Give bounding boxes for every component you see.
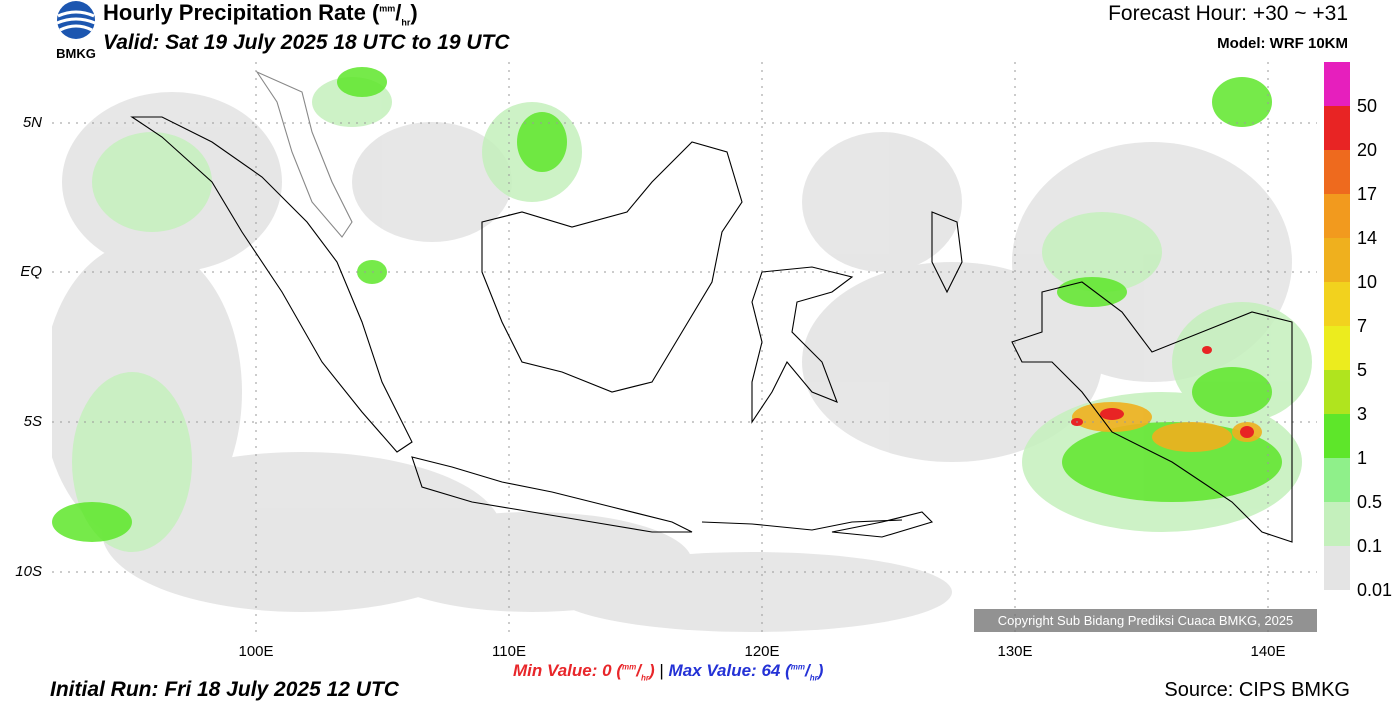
legend-label: 1: [1357, 448, 1368, 468]
lat-label-eq: EQ: [20, 263, 42, 280]
legend-label: 10: [1357, 272, 1378, 292]
legend-swatch: [1324, 62, 1350, 106]
legend-swatch: [1324, 282, 1350, 326]
copyright-notice: Copyright Sub Bidang Prediksi Cuaca BMKG…: [974, 609, 1317, 632]
lon-label-100e: 100E: [238, 643, 274, 660]
color-legend: [1324, 62, 1350, 590]
valid-time: Valid: Sat 19 July 2025 18 UTC to 19 UTC: [103, 31, 510, 54]
legend-swatch: [1324, 326, 1350, 370]
legend-swatch: [1324, 458, 1350, 502]
legend-label: 0.01: [1357, 580, 1393, 600]
bmkg-logo: BMKG: [52, 0, 100, 61]
lat-label-5n: 5N: [22, 114, 42, 131]
legend-label: 14: [1357, 228, 1378, 248]
initial-run: Initial Run: Fri 18 July 2025 12 UTC: [50, 678, 399, 701]
legend-label: 5: [1357, 360, 1368, 380]
lat-lon-grid: [52, 62, 1317, 632]
logo-text: BMKG: [56, 46, 96, 60]
legend-swatch: [1324, 194, 1350, 238]
lon-label-130e: 130E: [997, 643, 1033, 660]
lon-label-140e: 140E: [1250, 643, 1286, 660]
legend-label: 3: [1357, 404, 1368, 424]
legend-swatch: [1324, 546, 1350, 590]
intense-rain-cells: [1071, 346, 1254, 438]
precipitation-map: [42, 62, 1317, 632]
min-max-values: Min Value: 0 (mm/hr) | Max Value: 64 (mm…: [513, 661, 824, 683]
legend-swatch: [1324, 414, 1350, 458]
legend-swatch: [1324, 150, 1350, 194]
legend-swatch: [1324, 238, 1350, 282]
max-label: Max Value:: [668, 661, 757, 680]
model-name: Model: WRF 10KM: [1217, 35, 1348, 52]
page-title: Hourly Precipitation Rate (mm/hr): [103, 0, 418, 28]
legend-label: 20: [1357, 140, 1378, 160]
lon-label-110e: 110E: [492, 643, 526, 660]
legend-label: 7: [1357, 316, 1368, 336]
legend-label: 0.5: [1357, 492, 1383, 512]
max-value: 64: [761, 661, 781, 680]
legend-label: 0.1: [1357, 536, 1383, 556]
lat-label-5s: 5S: [23, 413, 42, 430]
lon-label-120e: 120E: [744, 643, 780, 660]
legend-label: 17: [1357, 184, 1378, 204]
min-value: 0: [602, 661, 612, 680]
coastlines: [130, 70, 1293, 543]
legend-label: 50: [1357, 96, 1378, 116]
legend-swatch: [1324, 106, 1350, 150]
legend-swatch: [1324, 502, 1350, 546]
forecast-hour: Forecast Hour: +30 ~ +31: [1108, 2, 1348, 25]
lat-label-10s: 10S: [15, 563, 42, 580]
source: Source: CIPS BMKG: [1164, 679, 1350, 701]
separator: |: [659, 661, 664, 680]
min-label: Min Value:: [513, 661, 598, 680]
legend-swatch: [1324, 370, 1350, 414]
drizzle-areas: [42, 92, 1292, 632]
